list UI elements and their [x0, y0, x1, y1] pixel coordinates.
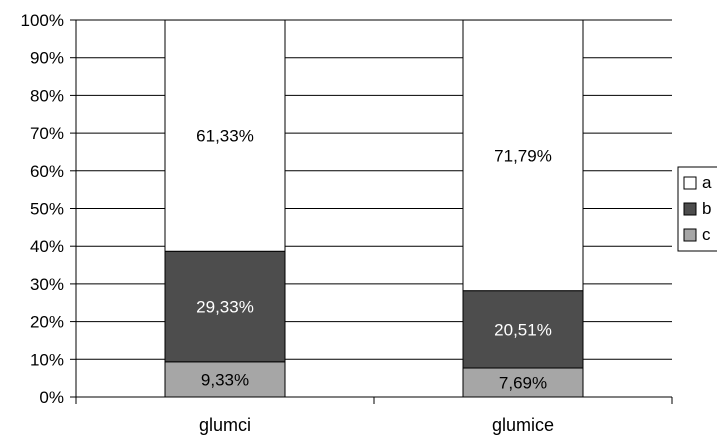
- y-tick-label: 20%: [30, 313, 64, 332]
- y-tick-label: 10%: [30, 350, 64, 369]
- x-axis-category-labels: glumci glumice: [199, 415, 554, 435]
- data-label: 71,79%: [494, 146, 552, 165]
- y-tick-label: 60%: [30, 162, 64, 181]
- x-category-label: glumice: [492, 415, 554, 435]
- legend-swatch-a: [683, 176, 697, 190]
- y-tick-label: 50%: [30, 200, 64, 219]
- legend-label: b: [702, 199, 711, 218]
- bar-segment-a: [462, 19, 584, 292]
- bar-segment-b: [164, 250, 286, 363]
- axes: [70, 19, 673, 404]
- data-label: 29,33%: [196, 298, 254, 317]
- bar-segment-c: [164, 361, 286, 398]
- y-tick-label: 90%: [30, 49, 64, 68]
- x-category-label: glumci: [199, 415, 251, 435]
- legend: abc: [677, 166, 717, 252]
- data-label: 20,51%: [494, 320, 552, 339]
- y-tick-label: 100%: [21, 11, 64, 30]
- y-tick-label: 80%: [30, 86, 64, 105]
- legend-label: c: [702, 225, 711, 244]
- y-tick-label: 40%: [30, 237, 64, 256]
- data-label: 7,69%: [499, 374, 547, 393]
- bar-segment-a: [164, 19, 286, 252]
- bar-segment-c: [462, 367, 584, 398]
- legend-swatch-c: [683, 228, 697, 242]
- y-tick-label: 30%: [30, 275, 64, 294]
- bars: 9,33% 29,33% 61,33% 7,69% 20,51% 71,79%: [164, 19, 584, 398]
- y-axis-tick-labels: 0% 10% 20% 30% 40% 50% 60% 70% 80% 90% 100%: [21, 11, 64, 407]
- y-tick-label: 0%: [39, 388, 64, 407]
- legend-swatch-b: [683, 202, 697, 216]
- legend-label: a: [702, 173, 712, 192]
- y-tick-label: 70%: [30, 124, 64, 143]
- data-label: 61,33%: [196, 127, 254, 146]
- data-label: 9,33%: [201, 370, 249, 389]
